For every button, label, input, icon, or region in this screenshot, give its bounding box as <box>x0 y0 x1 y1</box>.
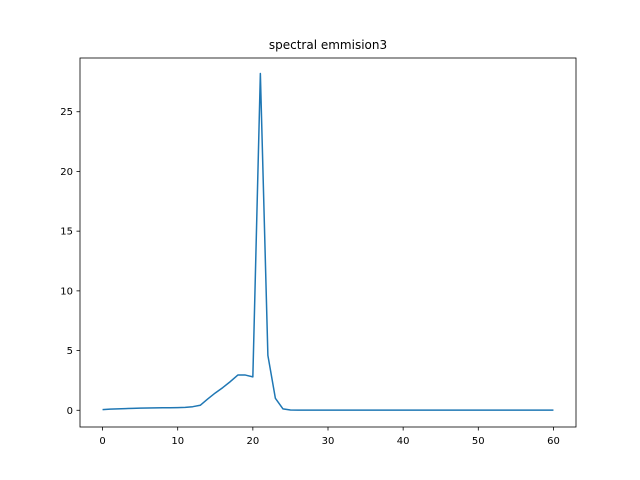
x-tick-label: 50 <box>472 436 485 447</box>
x-tick-label: 10 <box>171 436 184 447</box>
y-tick-label: 0 <box>67 406 73 417</box>
y-tick-label: 5 <box>67 346 73 357</box>
x-tick-label: 60 <box>547 436 560 447</box>
axes-frame <box>79 57 577 428</box>
chart-title: spectral emmision3 <box>269 38 387 52</box>
x-tick-label: 30 <box>322 436 335 447</box>
y-axis: 0 5 10 15 20 25 <box>60 107 80 417</box>
x-tick-label: 0 <box>99 436 105 447</box>
y-tick-label: 25 <box>60 107 73 118</box>
y-tick-label: 10 <box>60 286 73 297</box>
x-tick-label: 40 <box>397 436 410 447</box>
x-tick-label: 20 <box>246 436 259 447</box>
series-line <box>102 72 554 411</box>
x-axis: 0 10 20 30 40 50 60 <box>99 427 560 447</box>
y-tick-label: 20 <box>60 167 73 178</box>
y-tick-label: 15 <box>60 227 73 238</box>
